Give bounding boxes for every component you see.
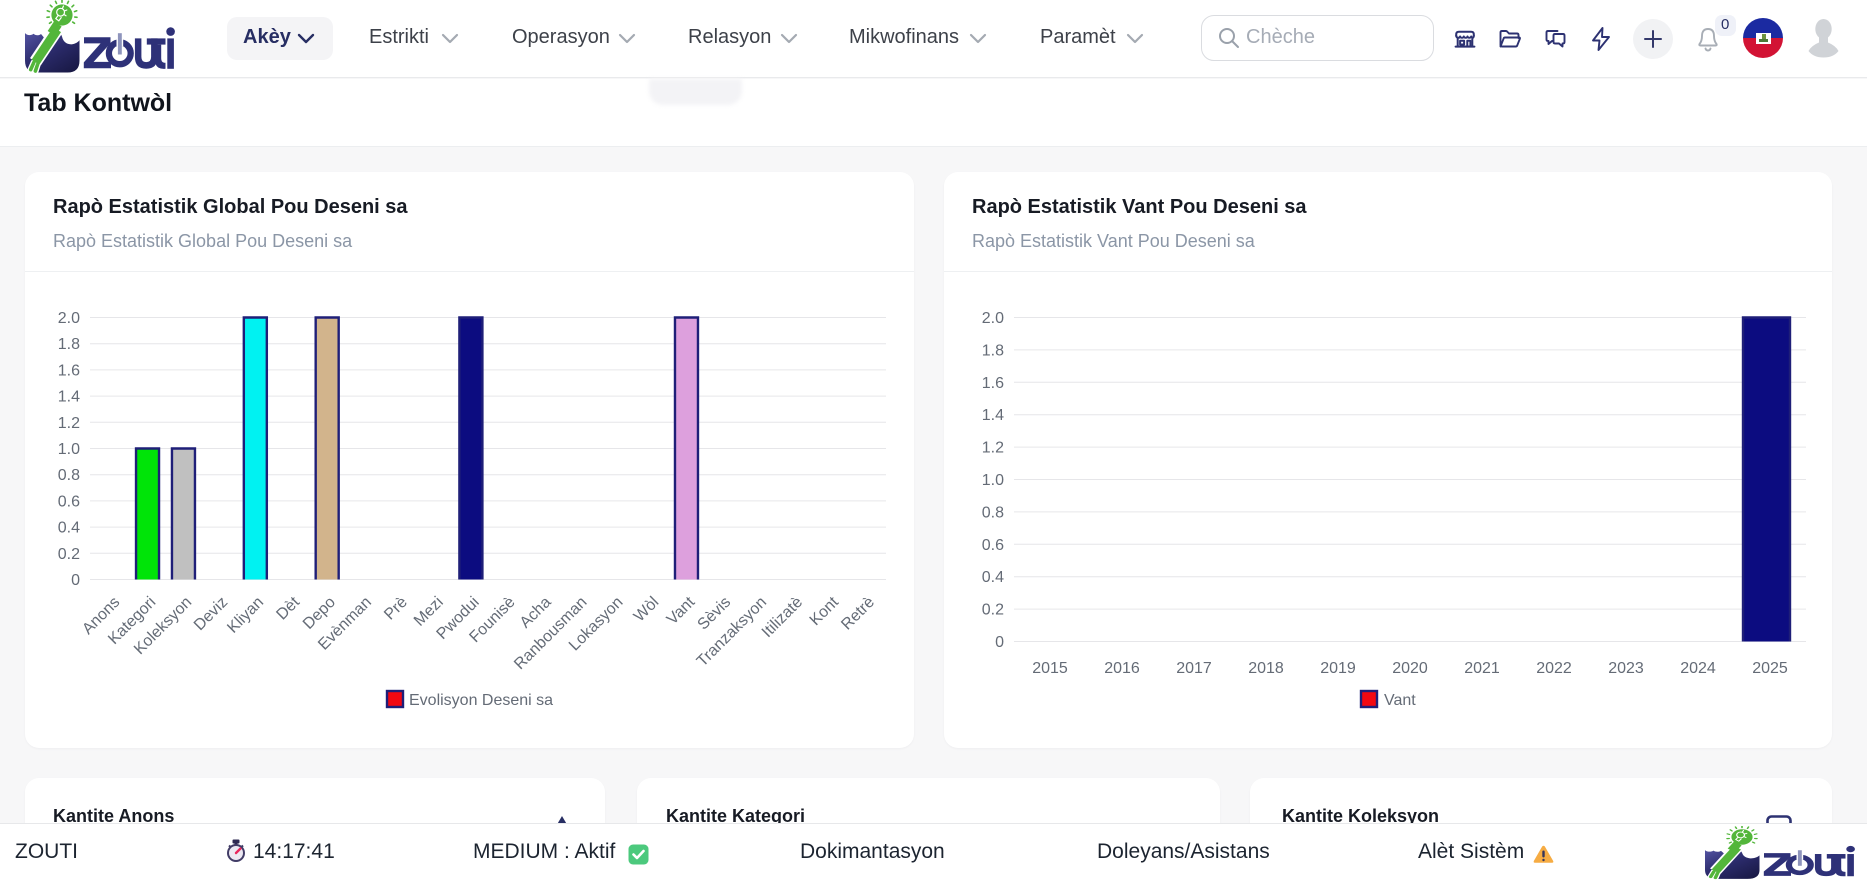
svg-text:1.0: 1.0 bbox=[58, 441, 80, 458]
svg-text:Itilizatè: Itilizatè bbox=[759, 594, 806, 641]
svg-text:1.4: 1.4 bbox=[982, 407, 1004, 424]
svg-text:0.2: 0.2 bbox=[58, 546, 80, 563]
svg-text:Prè: Prè bbox=[381, 594, 411, 624]
svg-text:Wòl: Wòl bbox=[631, 594, 663, 626]
svg-text:Evolisyon Deseni sa: Evolisyon Deseni sa bbox=[409, 692, 553, 709]
svg-text:0: 0 bbox=[995, 634, 1004, 651]
svg-text:1.2: 1.2 bbox=[982, 440, 1004, 457]
svg-text:2022: 2022 bbox=[1536, 660, 1572, 677]
svg-text:2021: 2021 bbox=[1464, 660, 1500, 677]
svg-text:Kliyan: Kliyan bbox=[224, 594, 267, 637]
svg-text:1.2: 1.2 bbox=[58, 415, 80, 432]
svg-text:Deviz: Deviz bbox=[191, 594, 231, 634]
svg-text:Retrè: Retrè bbox=[838, 594, 878, 634]
svg-text:0.2: 0.2 bbox=[982, 602, 1004, 619]
svg-text:2016: 2016 bbox=[1104, 660, 1140, 677]
svg-text:2018: 2018 bbox=[1248, 660, 1284, 677]
svg-text:Dèt: Dèt bbox=[273, 593, 303, 623]
svg-text:0.6: 0.6 bbox=[58, 493, 80, 510]
svg-text:2015: 2015 bbox=[1032, 660, 1068, 677]
svg-text:0.4: 0.4 bbox=[982, 569, 1004, 586]
svg-text:0.4: 0.4 bbox=[58, 520, 80, 537]
svg-text:0.8: 0.8 bbox=[58, 467, 80, 484]
svg-text:1.4: 1.4 bbox=[58, 389, 80, 406]
svg-text:1.6: 1.6 bbox=[982, 375, 1004, 392]
svg-text:2019: 2019 bbox=[1320, 660, 1356, 677]
svg-text:2.0: 2.0 bbox=[58, 310, 80, 327]
svg-text:Vant: Vant bbox=[1384, 692, 1416, 709]
svg-text:2025: 2025 bbox=[1752, 660, 1788, 677]
svg-text:2020: 2020 bbox=[1392, 660, 1428, 677]
svg-text:2017: 2017 bbox=[1176, 660, 1212, 677]
svg-text:0.8: 0.8 bbox=[982, 504, 1004, 521]
svg-text:0: 0 bbox=[71, 572, 80, 589]
svg-text:0.6: 0.6 bbox=[982, 537, 1004, 554]
svg-text:2024: 2024 bbox=[1680, 660, 1716, 677]
svg-text:2.0: 2.0 bbox=[982, 310, 1004, 327]
svg-text:Vant: Vant bbox=[664, 593, 699, 628]
svg-text:Kont: Kont bbox=[807, 593, 843, 629]
svg-text:1.8: 1.8 bbox=[58, 336, 80, 353]
svg-text:2023: 2023 bbox=[1608, 660, 1644, 677]
svg-text:1.6: 1.6 bbox=[58, 362, 80, 379]
svg-text:1.8: 1.8 bbox=[982, 342, 1004, 359]
svg-text:1.0: 1.0 bbox=[982, 472, 1004, 489]
